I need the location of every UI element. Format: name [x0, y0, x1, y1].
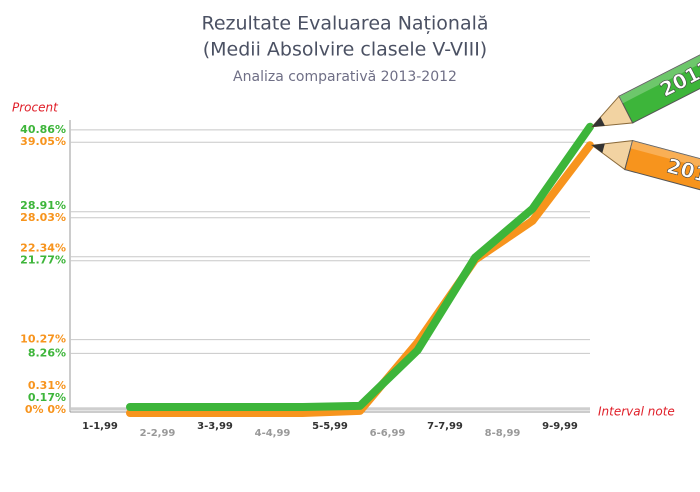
x-tick-label: 6-6,99	[370, 428, 406, 439]
chart-title: Rezultate Evaluarea Națională	[201, 13, 488, 35]
legend-pencil: 2012	[590, 139, 700, 212]
pencil-lead	[592, 143, 605, 154]
y-tick-label: 0% 0%	[25, 403, 66, 416]
y-tick-label: 28.03%	[20, 211, 66, 224]
pencil-body	[624, 139, 700, 212]
y-tick-label: 28.91%	[20, 199, 66, 212]
y-tick-label: 22.34%	[20, 242, 66, 255]
pencil-stripe	[619, 23, 700, 104]
y-tick-label: 39.05%	[20, 135, 66, 148]
pencil-body	[618, 22, 700, 124]
pencil-lead	[592, 116, 605, 127]
x-tick-label: 4-4,99	[255, 428, 291, 439]
y-tick-label: 0.31%	[28, 379, 66, 392]
y-tick-label: 40.86%	[20, 123, 66, 136]
series-line	[126, 122, 594, 411]
legend-pencil: 2013	[590, 22, 700, 128]
x-tick-label: 5-5,99	[312, 421, 348, 432]
x-tick-label: 7-7,99	[427, 421, 463, 432]
y-tick-label: 21.77%	[20, 254, 66, 267]
y-tick-label: 0.17%	[28, 391, 66, 404]
x-tick-label: 8-8,99	[485, 428, 521, 439]
y-axis-title: Procent	[12, 101, 59, 115]
y-tick-label: 8.26%	[28, 346, 66, 359]
x-tick-label: 9-9,99	[542, 421, 578, 432]
x-tick-label: 1-1,99	[82, 421, 118, 432]
x-axis-title: Interval note	[598, 405, 675, 419]
series-line	[126, 141, 594, 417]
x-tick-label: 2-2,99	[140, 428, 176, 439]
chart-subtitle: (Medii Absolvire clasele V-VIII)	[203, 39, 487, 61]
pencil-stripe	[630, 140, 700, 190]
chart-caption: Analiza comparativă 2013-2012	[233, 69, 457, 85]
legend-label: 2013	[656, 55, 700, 102]
y-tick-label: 10.27%	[20, 333, 66, 346]
x-tick-label: 3-3,99	[197, 421, 233, 432]
